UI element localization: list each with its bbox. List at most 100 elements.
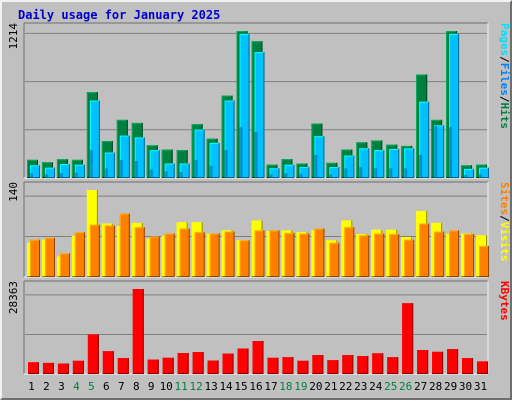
bar-kbytes	[357, 356, 369, 374]
bar-pages	[284, 173, 288, 178]
day-label: 17	[264, 380, 277, 393]
bar-pages	[194, 159, 198, 178]
bar-sites	[254, 230, 265, 277]
bar-pages	[464, 174, 468, 178]
bar-files	[209, 142, 220, 178]
series-label-kbytes: KBytes	[498, 281, 510, 321]
bar-files	[149, 150, 160, 178]
bar-files	[479, 167, 490, 178]
bar-sites	[359, 235, 370, 277]
bar-files	[164, 163, 175, 178]
day-label: 7	[118, 380, 125, 393]
bar-pages	[119, 159, 123, 178]
day-label: 14	[219, 380, 233, 393]
day-label: 21	[324, 380, 337, 393]
day-label: 18	[279, 380, 292, 393]
day-label: 2	[43, 380, 50, 393]
series-label-hits: Pages/Files/Hits	[498, 23, 510, 129]
bar-pages	[239, 127, 243, 178]
bar-sites	[59, 253, 70, 277]
bar-sites	[269, 230, 280, 277]
bar-files	[359, 148, 370, 178]
panel-kbytes: 28363	[7, 280, 489, 375]
bar-sites	[239, 240, 250, 277]
bar-sites	[194, 232, 205, 277]
day-label: 4	[73, 380, 80, 393]
bar-kbytes	[327, 360, 339, 374]
day-label: 24	[369, 380, 383, 393]
bar-files	[44, 167, 55, 178]
day-label: 9	[148, 380, 155, 393]
bar-sites	[284, 232, 295, 277]
bar-kbytes	[192, 352, 204, 374]
day-label: 15	[234, 380, 247, 393]
bar-pages	[59, 173, 63, 178]
day-label: 20	[309, 380, 322, 393]
bar-pages	[404, 168, 408, 178]
bar-pages	[419, 154, 423, 178]
bar-pages	[299, 173, 303, 178]
bar-pages	[344, 168, 348, 178]
bar-pages	[479, 174, 483, 178]
bar-files	[59, 164, 70, 178]
day-label: 25	[384, 380, 397, 393]
bar-sites	[374, 233, 385, 277]
bar-kbytes	[117, 358, 129, 374]
bar-files	[74, 164, 85, 178]
bar-kbytes	[477, 361, 489, 374]
bar-kbytes	[207, 360, 219, 374]
bar-kbytes	[462, 358, 474, 374]
bar-kbytes	[237, 348, 249, 374]
bar-pages	[149, 169, 153, 178]
bar-sites	[149, 236, 160, 277]
bar-pages	[389, 168, 393, 178]
day-label: 6	[103, 380, 110, 393]
bar-sites	[299, 233, 310, 277]
bar-sites	[329, 242, 340, 277]
bar-sites	[449, 230, 460, 277]
bar-sites	[44, 237, 55, 277]
chart-title: Daily usage for January 2025	[18, 8, 220, 22]
bar-sites	[464, 234, 475, 277]
bar-kbytes	[147, 359, 159, 374]
bar-kbytes	[72, 360, 84, 374]
day-label: 23	[354, 380, 367, 393]
bar-files	[89, 100, 100, 178]
day-label: 1	[28, 380, 35, 393]
bar-pages	[134, 161, 138, 178]
bar-pages	[269, 174, 273, 178]
panel-hits: 1214	[7, 22, 490, 179]
bar-kbytes	[28, 362, 39, 374]
bar-kbytes	[432, 351, 444, 374]
usage-chart: Daily usage for January 2025 12141402836…	[7, 8, 511, 393]
day-label: 3	[58, 380, 65, 393]
bar-pages	[104, 168, 108, 178]
bar-sites	[179, 228, 190, 277]
bar-kbytes	[282, 357, 294, 374]
bar-kbytes	[177, 353, 189, 374]
bar-kbytes	[417, 350, 429, 374]
bar-kbytes	[222, 353, 234, 374]
bar-sites	[89, 224, 100, 277]
bar-pages	[254, 131, 258, 178]
bar-files	[254, 52, 265, 178]
bar-sites	[389, 234, 400, 277]
y-max-label-hits: 1214	[7, 23, 20, 50]
bar-kbytes	[387, 357, 399, 374]
bar-pages	[44, 174, 48, 178]
bar-sites	[404, 239, 415, 277]
bar-pages	[329, 174, 333, 178]
bar-sites	[119, 213, 130, 277]
day-label: 12	[190, 380, 203, 393]
bar-files	[404, 148, 415, 178]
bar-sites	[134, 227, 145, 277]
bar-pages	[314, 154, 318, 178]
bar-sites	[419, 223, 430, 277]
bar-pages	[74, 172, 78, 178]
bar-files	[239, 33, 250, 178]
bar-pages	[434, 125, 438, 178]
bar-kbytes	[297, 360, 309, 374]
bar-files	[119, 135, 130, 178]
bar-files	[464, 168, 475, 178]
bar-sites	[74, 232, 85, 277]
